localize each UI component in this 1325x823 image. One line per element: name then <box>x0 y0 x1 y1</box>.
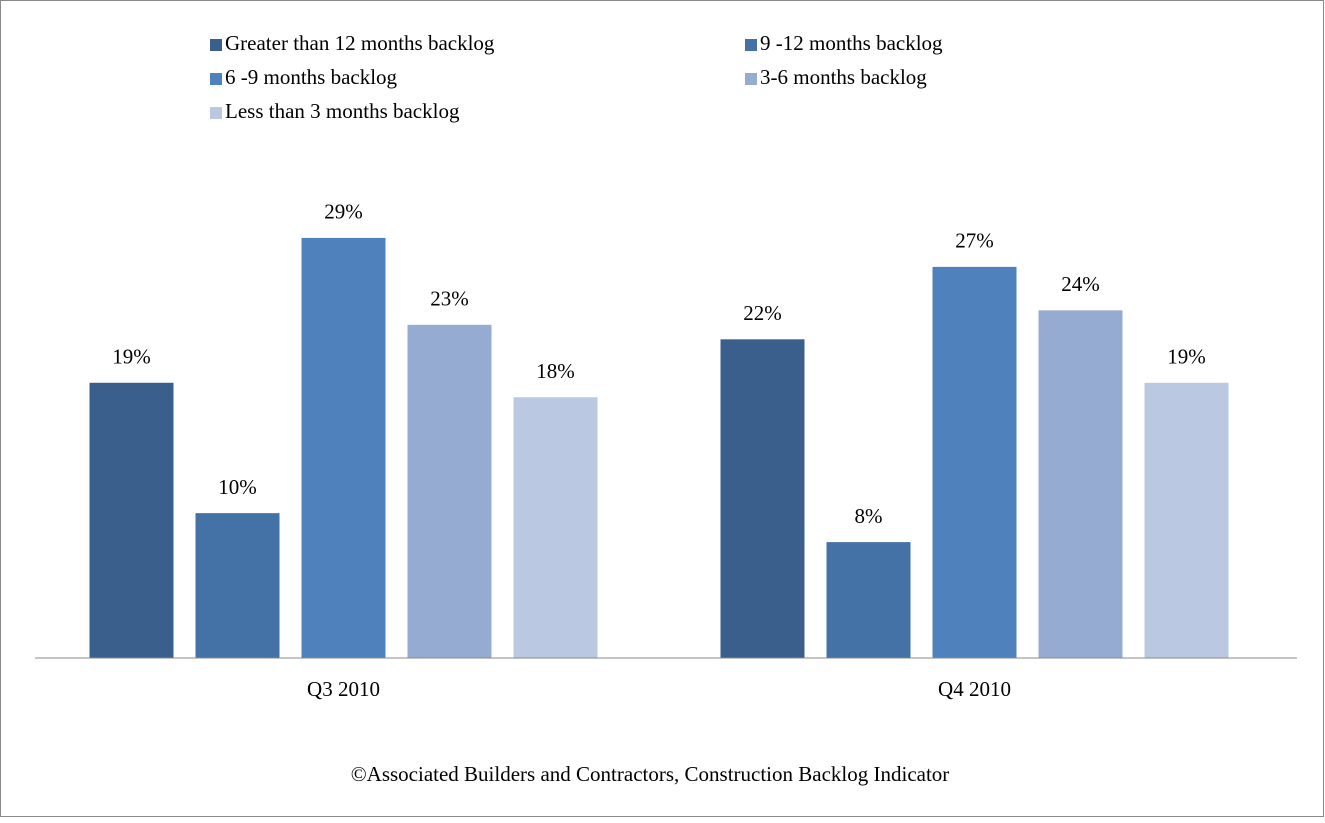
legend-swatch <box>210 73 222 85</box>
value-label: 27% <box>955 229 994 253</box>
bar <box>513 397 598 658</box>
legend-label: 3-6 months backlog <box>760 65 927 89</box>
bar <box>407 324 492 658</box>
x-tick-label: Q3 2010 <box>307 677 380 701</box>
value-label: 22% <box>743 301 782 325</box>
legend-label: 6 -9 months backlog <box>225 65 398 89</box>
value-label: 19% <box>1167 345 1206 369</box>
value-label: 8% <box>855 504 883 528</box>
value-label: 10% <box>218 475 257 499</box>
legend-swatch <box>745 39 757 51</box>
bar <box>1144 382 1229 658</box>
legend-label: 9 -12 months backlog <box>760 31 943 55</box>
value-label: 18% <box>536 359 575 383</box>
value-label: 24% <box>1061 272 1100 296</box>
legend-swatch <box>210 39 222 51</box>
legend-swatch <box>210 107 222 119</box>
source-note: ©Associated Builders and Contractors, Co… <box>351 762 950 786</box>
legend-label: Greater than 12 months backlog <box>225 31 495 55</box>
bar <box>720 339 805 658</box>
bar <box>932 266 1017 658</box>
legend-swatch <box>745 73 757 85</box>
bar <box>826 542 911 658</box>
bar <box>89 382 174 658</box>
value-label: 19% <box>112 345 151 369</box>
value-label: 23% <box>430 287 469 311</box>
x-tick-label: Q4 2010 <box>938 677 1011 701</box>
legend-label: Less than 3 months backlog <box>225 99 460 123</box>
bar <box>1038 310 1123 658</box>
value-label: 29% <box>324 200 363 224</box>
bar <box>301 237 386 658</box>
bar <box>195 513 280 658</box>
